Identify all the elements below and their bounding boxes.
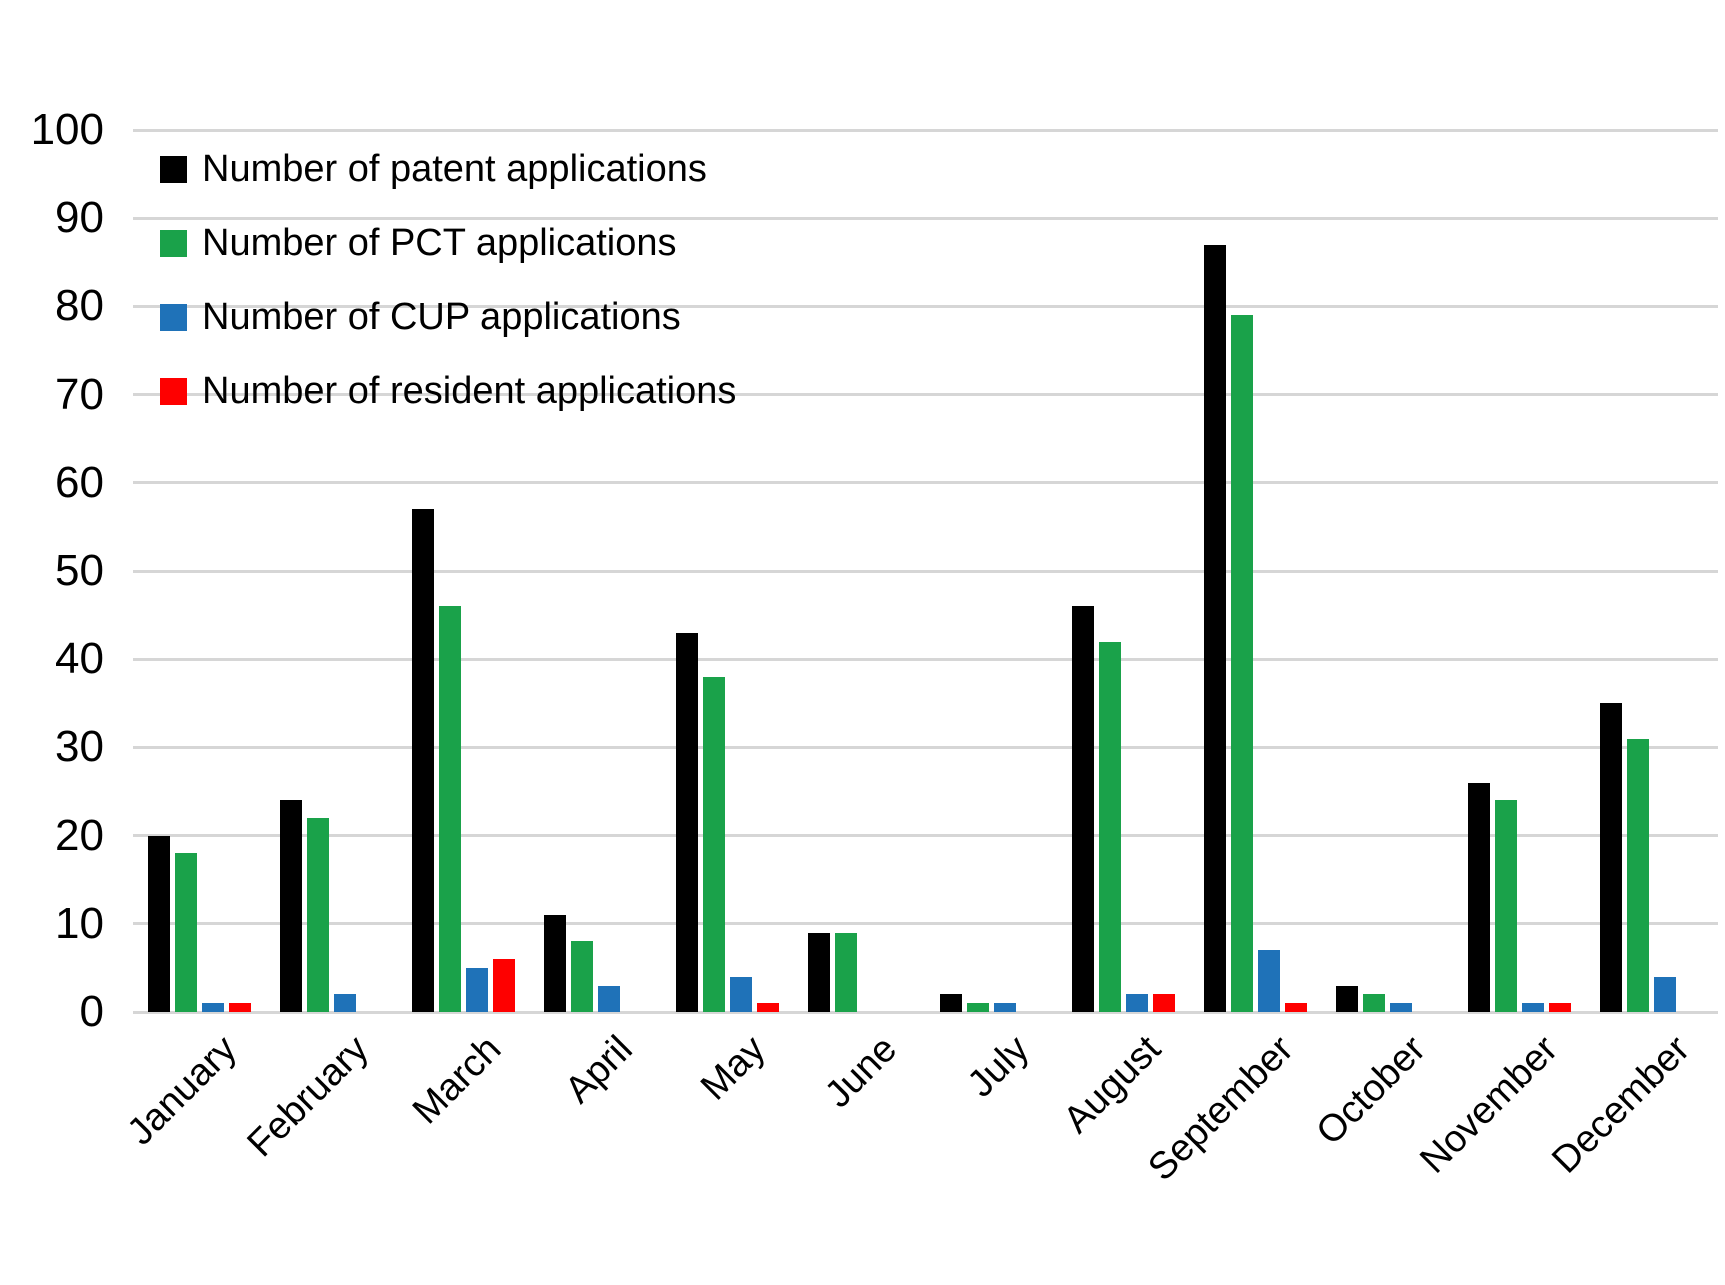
bar — [1600, 703, 1623, 1012]
x-axis-label: December — [1544, 1028, 1698, 1182]
x-axis-label: August — [1055, 1028, 1170, 1142]
y-axis-tick-label: 30 — [55, 722, 104, 772]
bar — [1363, 994, 1386, 1012]
gridline — [133, 745, 1718, 749]
bar — [1468, 782, 1491, 1012]
legend-item: Number of resident applications — [160, 370, 736, 413]
bar — [597, 985, 620, 1012]
legend-label: Number of CUP applications — [202, 296, 681, 338]
gridline — [133, 128, 1718, 132]
bar-group-april — [529, 130, 661, 1012]
legend-label: Number of patent applications — [202, 148, 707, 190]
bar — [1099, 641, 1122, 1012]
bar — [1336, 985, 1359, 1012]
gridline — [133, 304, 1718, 308]
gridline — [133, 834, 1718, 838]
y-axis-tick-label: 50 — [55, 546, 104, 595]
bar — [1654, 976, 1677, 1012]
bar — [279, 800, 302, 1012]
gridline — [133, 922, 1718, 926]
gridline — [133, 657, 1718, 661]
bar — [1072, 606, 1095, 1012]
bar — [756, 1003, 779, 1012]
bar — [967, 1003, 990, 1012]
bar-group-july — [926, 130, 1058, 1012]
bar — [1153, 994, 1176, 1012]
x-axis-label: October — [1308, 1028, 1434, 1154]
bar — [438, 606, 461, 1012]
bar — [147, 835, 170, 1012]
legend-label: Number of PCT applications — [202, 222, 677, 264]
y-axis-tick-label: 0 — [79, 987, 104, 1036]
bar — [1126, 994, 1149, 1012]
bar — [1204, 244, 1227, 1012]
bar — [333, 994, 356, 1012]
bar — [834, 932, 857, 1012]
legend-label: Number of resident applications — [202, 370, 737, 412]
bar — [1231, 315, 1254, 1012]
x-axis-label: February — [239, 1028, 377, 1166]
bar — [729, 976, 752, 1012]
bar — [940, 994, 963, 1012]
bar — [994, 1003, 1017, 1012]
gridline — [133, 569, 1718, 573]
y-axis-tick-label: 80 — [55, 281, 104, 331]
x-axis-label: May — [692, 1028, 774, 1109]
bar — [1285, 1003, 1308, 1012]
legend-item: Number of CUP applications — [160, 296, 681, 339]
x-axis-label: March — [404, 1028, 509, 1133]
y-axis-tick-label: 100 — [30, 105, 104, 154]
legend-item: Number of patent applications — [160, 148, 707, 191]
bar — [1390, 1003, 1413, 1012]
bar — [465, 967, 488, 1012]
bar — [174, 853, 197, 1012]
bar — [1627, 738, 1650, 1012]
bar — [1495, 800, 1518, 1012]
bar — [1522, 1003, 1545, 1012]
x-axis-label: November — [1411, 1028, 1566, 1182]
y-axis-tick-label: 60 — [55, 457, 104, 507]
x-axis-label: April — [557, 1028, 641, 1112]
y-axis-tick-label: 10 — [55, 898, 104, 948]
bar — [228, 1003, 251, 1012]
legend-swatch — [160, 304, 187, 331]
bar — [492, 959, 515, 1012]
y-axis-tick-label: 20 — [55, 810, 104, 860]
x-axis-label: July — [959, 1028, 1038, 1106]
y-axis-tick-label: 40 — [55, 634, 104, 684]
bar — [306, 817, 329, 1012]
bar-group-august — [1058, 130, 1190, 1012]
legend-item: Number of PCT applications — [160, 222, 677, 265]
x-axis-label: June — [817, 1028, 906, 1116]
gridline — [133, 1010, 1718, 1014]
bar — [201, 1003, 224, 1012]
bar-group-march — [397, 130, 529, 1012]
y-axis-tick-label: 90 — [55, 193, 104, 243]
x-axis-label: January — [119, 1028, 245, 1154]
bar — [570, 941, 593, 1012]
bar — [807, 932, 830, 1012]
bar — [675, 632, 698, 1012]
legend-swatch — [160, 378, 187, 405]
bar — [1549, 1003, 1572, 1012]
bar-group-june — [793, 130, 925, 1012]
bar-group-december — [1586, 130, 1718, 1012]
bar-group-january — [133, 130, 265, 1012]
gridline — [133, 393, 1718, 397]
bar — [543, 914, 566, 1012]
bar-group-november — [1454, 130, 1586, 1012]
gridline — [133, 216, 1718, 220]
y-axis-tick-label: 70 — [55, 369, 104, 419]
bar — [1258, 950, 1281, 1012]
bar-group-may — [661, 130, 793, 1012]
bar-group-february — [265, 130, 397, 1012]
bar — [411, 509, 434, 1012]
gridline — [133, 481, 1718, 485]
legend-swatch — [160, 156, 187, 183]
bar-group-september — [1190, 130, 1322, 1012]
bar-group-october — [1322, 130, 1454, 1012]
legend-swatch — [160, 230, 187, 257]
bar — [702, 676, 725, 1012]
